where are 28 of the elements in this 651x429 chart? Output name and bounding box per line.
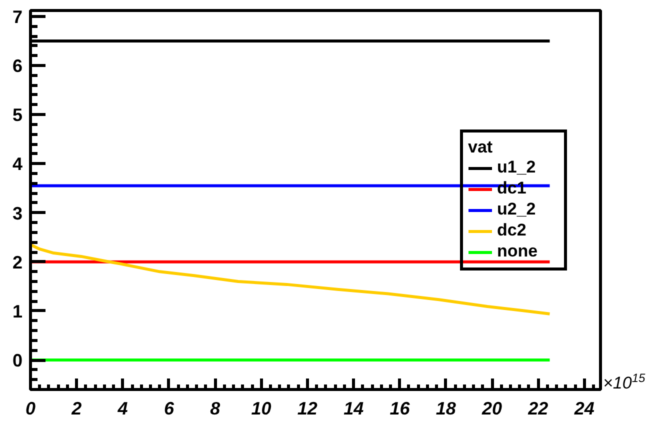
- x-tick-label: 12: [297, 398, 318, 418]
- x-axis-title: ×10$^{15}$: [603, 370, 646, 394]
- x-tick-label: 24: [573, 398, 594, 418]
- legend-title: vat: [468, 137, 494, 157]
- x-tick-label: 14: [344, 398, 364, 418]
- x-tick-label: 22: [527, 398, 548, 418]
- x-tick-label: 2: [70, 398, 82, 418]
- y-tick-label: 7: [12, 6, 23, 27]
- x-tick-label: 4: [116, 398, 128, 418]
- x-tick-label: 6: [164, 398, 175, 418]
- y-tick-label: 2: [12, 252, 23, 272]
- y-tick-label: 4: [12, 154, 23, 174]
- x-tick-label: 8: [210, 398, 220, 418]
- line-series: [30, 243, 552, 316]
- x-tick-label: 18: [436, 398, 456, 418]
- legend-label: u1_2: [497, 157, 537, 178]
- legend-label: none: [497, 241, 539, 262]
- y-tick-label: 0: [12, 350, 23, 371]
- y-tick-label: 1: [12, 301, 23, 322]
- x-tick-label: 16: [390, 398, 411, 418]
- legend-label: dc2: [497, 220, 528, 241]
- x-tick-label: 20: [481, 398, 502, 418]
- y-tick-label: 5: [12, 105, 23, 126]
- x-tick-label: 0: [25, 398, 36, 418]
- y-tick-label: 6: [12, 56, 23, 76]
- y-tick-label: 3: [12, 203, 23, 224]
- legend-label: u2_2: [497, 199, 537, 220]
- x-tick-label: 10: [251, 398, 272, 418]
